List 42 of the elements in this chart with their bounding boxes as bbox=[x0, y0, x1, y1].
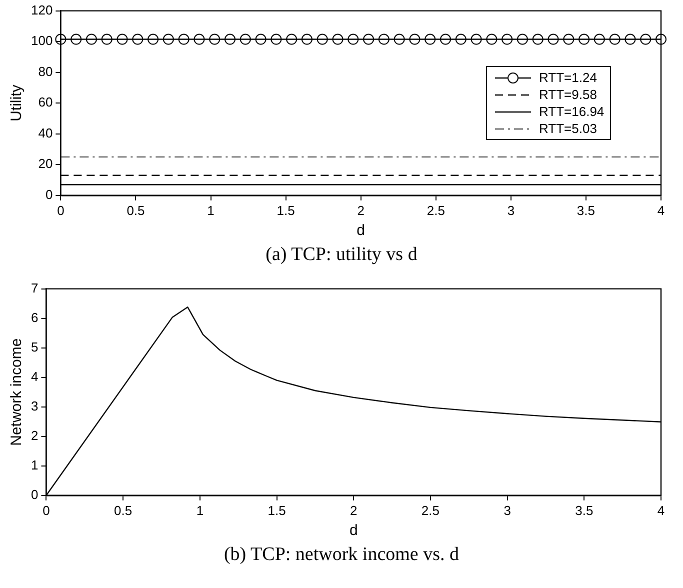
y-tick-label: 40 bbox=[38, 125, 53, 140]
x-tick-label: 4 bbox=[657, 502, 665, 518]
x-tick-label: 2.5 bbox=[421, 502, 440, 518]
x-tick-label: 3.5 bbox=[576, 202, 595, 218]
x-tick-label: 3 bbox=[504, 502, 511, 518]
x-tick-label: 1 bbox=[196, 502, 204, 518]
x-tick-label: 0.5 bbox=[114, 502, 132, 518]
y-tick-label: 120 bbox=[30, 2, 53, 18]
y-axis-title: Utility bbox=[8, 84, 26, 122]
legend-label: RTT=16.94 bbox=[539, 104, 604, 120]
x-tick-label: 1.5 bbox=[268, 502, 286, 518]
x-axis-title: d bbox=[356, 222, 366, 240]
y-tick-label: 6 bbox=[30, 310, 38, 325]
y-tick-label: 3 bbox=[30, 398, 38, 414]
y-tick-label: 5 bbox=[30, 339, 38, 354]
y-tick-label: 20 bbox=[38, 156, 53, 172]
legend-label: RTT=1.24 bbox=[539, 70, 597, 86]
y-axis-title: Network income bbox=[8, 338, 26, 446]
x-tick-label: 2 bbox=[357, 202, 364, 218]
y-tick-label: 0 bbox=[45, 186, 53, 202]
x-tick-label: 2 bbox=[350, 502, 358, 518]
legend-label: RTT=9.58 bbox=[539, 87, 597, 102]
y-tick-label: 1 bbox=[30, 457, 38, 472]
text: (a) TCP: utility vs d bbox=[264, 243, 418, 267]
y-tick-label: 80 bbox=[38, 64, 53, 79]
x-tick-label: 2.5 bbox=[426, 202, 445, 218]
y-tick-label: 60 bbox=[38, 94, 53, 110]
x-tick-label: 1.5 bbox=[276, 202, 295, 218]
y-tick-label: 7 bbox=[30, 280, 38, 296]
x-tick-label: 4 bbox=[657, 202, 665, 218]
x-axis-title: d bbox=[349, 522, 358, 540]
x-tick-label: 0.5 bbox=[126, 202, 145, 218]
text: (b) TCP: network income vs. d bbox=[222, 543, 460, 567]
x-tick-label: 1 bbox=[207, 202, 214, 218]
y-tick-label: 100 bbox=[30, 33, 53, 48]
y-tick-label: 4 bbox=[30, 368, 38, 384]
legend-label: RTT=5.03 bbox=[539, 121, 597, 136]
x-tick-label: 3 bbox=[507, 202, 515, 218]
x-tick-label: 0 bbox=[57, 202, 64, 218]
y-tick-label: 2 bbox=[30, 428, 38, 443]
y-tick-label: 0 bbox=[30, 486, 38, 502]
x-tick-label: 3.5 bbox=[575, 502, 594, 518]
